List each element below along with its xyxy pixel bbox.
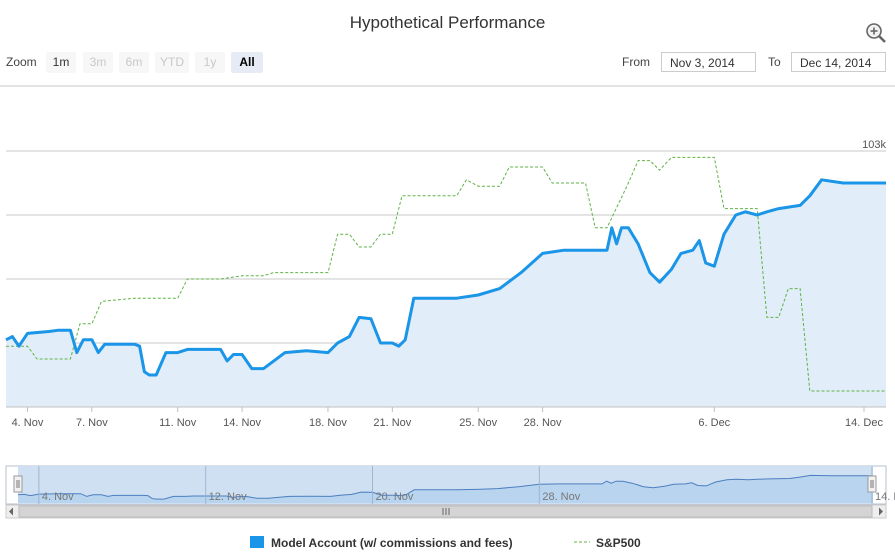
x-tick-label: 21. Nov: [373, 417, 411, 429]
chart-title: Hypothetical Performance: [349, 13, 546, 32]
x-tick-label: 28. Nov: [524, 417, 562, 429]
to-date-input[interactable]: Dec 14, 2014: [791, 52, 886, 72]
zoom-1m-button[interactable]: 1m: [46, 52, 76, 73]
drag-handle-icon[interactable]: [13, 475, 23, 493]
legend-swatch-model: [250, 536, 264, 548]
x-axis-labels: 4. Nov 7. Nov 11. Nov 14. Nov 18. Nov 21. Nov…: [12, 407, 883, 429]
navigator-series-area: [18, 475, 873, 503]
x-tick-label: 14. Dec: [845, 417, 883, 429]
x-tick-label: 25. Nov: [459, 417, 497, 429]
zoom-3m-button[interactable]: 3m: [83, 52, 113, 73]
zoom-1y-button[interactable]: 1y: [195, 52, 225, 73]
scrollbar-grip-icon: [442, 508, 450, 515]
legend-item-model[interactable]: Model Account (w/ commissions and fees): [250, 536, 513, 550]
x-tick-label: 18. Nov: [309, 417, 347, 429]
legend-label-model: Model Account (w/ commissions and fees): [271, 536, 513, 550]
navigator-tick-label: 14. Dec: [875, 491, 895, 503]
x-tick-label: 11. Nov: [159, 417, 197, 429]
drag-handle-icon[interactable]: [867, 475, 877, 493]
legend-item-sp500[interactable]: S&P500: [574, 536, 641, 550]
zoom-label: Zoom: [6, 55, 37, 69]
navigator-tick-label: 12. Nov: [209, 491, 247, 503]
from-date-input[interactable]: Nov 3, 2014: [661, 52, 756, 72]
legend: Model Account (w/ commissions and fees) …: [250, 536, 641, 550]
arrow-right-icon[interactable]: [879, 507, 883, 516]
zoom-ytd-button[interactable]: YTD: [155, 52, 189, 73]
arrow-left-icon[interactable]: [9, 507, 13, 516]
navigator-tick-label: 28. Nov: [542, 491, 580, 503]
zoom-all-button[interactable]: All: [231, 52, 263, 73]
model-account-line: [5, 178, 886, 377]
to-label: To: [768, 55, 781, 69]
sp500-line: [6, 156, 886, 392]
navigator-series-line: [17, 474, 873, 500]
from-label: From: [622, 55, 650, 69]
legend-label-sp500: S&P500: [596, 536, 641, 550]
x-tick-label: 14. Nov: [223, 417, 261, 429]
navigator-tick-label: 4. Nov: [42, 491, 74, 503]
zoom-in-icon[interactable]: [865, 22, 887, 44]
y-tick-label: 103k: [862, 139, 886, 151]
x-tick-label: 6. Dec: [698, 417, 730, 429]
x-tick-label: 4. Nov: [12, 417, 44, 429]
x-tick-label: 7. Nov: [76, 417, 108, 429]
scrollbar[interactable]: [5, 504, 887, 519]
navigator-axis-labels: 4. Nov 12. Nov 20. Nov 28. Nov 14. Dec: [38, 466, 895, 504]
zoom-6m-button[interactable]: 6m: [119, 52, 149, 73]
navigator-tick-label: 20. Nov: [376, 491, 414, 503]
model-account-area: [6, 179, 886, 407]
navigator[interactable]: 4. Nov 12. Nov 20. Nov 28. Nov 14. Dec: [5, 465, 895, 505]
